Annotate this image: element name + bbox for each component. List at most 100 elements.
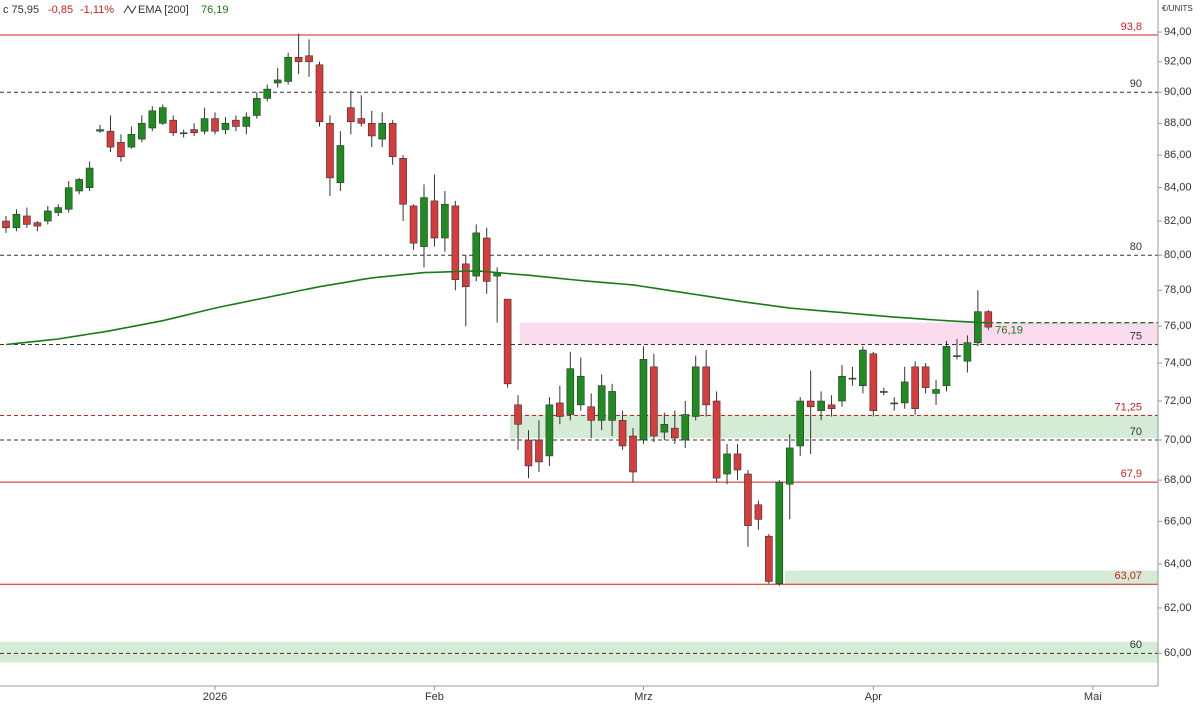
candle-body xyxy=(984,311,993,328)
candle-body xyxy=(399,158,407,205)
candle-body xyxy=(85,167,94,188)
y-tick-label: 72,00 xyxy=(1164,395,1192,407)
candle-body xyxy=(305,55,313,63)
candle-body xyxy=(158,107,167,124)
candle-body xyxy=(482,237,491,282)
x-tick-label: Mai xyxy=(1084,691,1102,703)
zone xyxy=(785,570,1158,585)
level-label: 71,25 xyxy=(1114,401,1142,413)
y-tick-label: 66,00 xyxy=(1164,515,1192,527)
candle-body xyxy=(691,366,700,417)
candle-body xyxy=(12,213,21,229)
x-tick-label: Feb xyxy=(425,691,444,703)
candle-body xyxy=(138,122,146,140)
ema-value: 76,19 xyxy=(201,4,229,16)
ema-icon xyxy=(123,4,137,15)
candle-body xyxy=(200,118,209,132)
y-tick-label: 90,00 xyxy=(1164,86,1192,98)
candle-body xyxy=(117,141,125,158)
candle-body xyxy=(869,353,878,411)
x-tick-label: 2026 xyxy=(203,691,227,703)
candle-body xyxy=(472,232,481,277)
candle-body xyxy=(639,359,648,441)
candle-body xyxy=(650,366,658,437)
y-tick-label: 92,00 xyxy=(1164,56,1192,68)
candle-body xyxy=(263,88,272,99)
candle-body xyxy=(221,122,230,130)
candle-body xyxy=(806,400,815,408)
y-tick-label: 70,00 xyxy=(1164,434,1192,446)
candle-body xyxy=(336,145,345,184)
candle-body xyxy=(733,453,742,471)
level-label: 63,07 xyxy=(1114,570,1142,582)
candle-body xyxy=(827,404,836,410)
ema-last-label: 76,19 xyxy=(995,325,1023,337)
candle-body xyxy=(890,402,899,405)
candle-body xyxy=(461,263,470,287)
candle-body xyxy=(273,79,282,84)
candle-body xyxy=(785,447,794,485)
change: -0,85 xyxy=(48,4,73,16)
candle-body xyxy=(723,453,731,475)
candle-body xyxy=(702,366,710,406)
candle-body xyxy=(608,391,616,421)
candle-body xyxy=(64,187,73,210)
candle-body xyxy=(618,420,627,447)
candle-body xyxy=(566,368,575,415)
candle-body xyxy=(367,122,376,137)
y-tick-label: 86,00 xyxy=(1164,149,1192,161)
y-tick-label: 60,00 xyxy=(1164,647,1192,659)
candle-body xyxy=(545,404,554,457)
candle-body xyxy=(409,205,418,244)
y-tick-label: 68,00 xyxy=(1164,474,1192,486)
candle-body xyxy=(75,179,83,192)
candle-body xyxy=(712,400,721,479)
y-tick-label: 76,00 xyxy=(1164,320,1192,332)
level-label: 60 xyxy=(1130,639,1142,651)
candle-body xyxy=(681,414,690,441)
candle-body xyxy=(524,439,533,467)
candle-body xyxy=(660,423,669,433)
candle-body xyxy=(315,64,324,123)
candle-body xyxy=(232,119,240,127)
candle-body xyxy=(169,119,177,134)
header-bg xyxy=(0,0,240,20)
level-label: 67,9 xyxy=(1121,468,1142,480)
candle-body xyxy=(127,134,136,148)
candle-body xyxy=(597,385,606,421)
candle-body xyxy=(441,203,449,239)
zone xyxy=(510,414,1158,439)
y-tick-label: 94,00 xyxy=(1164,26,1192,38)
candle-body xyxy=(942,346,951,387)
candle-body xyxy=(921,366,930,388)
candle-body xyxy=(629,435,637,473)
level-label: 75 xyxy=(1130,330,1142,342)
candle-body xyxy=(33,222,42,227)
candle-body xyxy=(294,56,303,63)
ema-line xyxy=(5,270,989,346)
y-tick-label: 82,00 xyxy=(1164,215,1192,227)
candle-body xyxy=(535,439,543,463)
candle-body xyxy=(420,197,428,247)
x-tick-label: Apr xyxy=(865,691,882,703)
y-tick-label: 84,00 xyxy=(1164,182,1192,194)
candle-body xyxy=(148,110,157,129)
zones xyxy=(0,322,1158,663)
candle-body xyxy=(43,210,52,222)
level-label: 90 xyxy=(1130,78,1142,90)
candle-body xyxy=(765,535,773,582)
candle-body xyxy=(900,381,909,404)
candle-body xyxy=(179,132,188,135)
y-tick-label: 78,00 xyxy=(1164,284,1192,296)
candle-body xyxy=(326,122,334,179)
candle-body xyxy=(211,118,219,132)
header: c 75,95 -0,85 -1,11% EMA [200] 76,19 xyxy=(0,0,240,20)
y-tick-label: 64,00 xyxy=(1164,558,1192,570)
candle-body xyxy=(378,122,387,140)
candle-body xyxy=(775,481,784,584)
candle-body xyxy=(974,311,982,343)
